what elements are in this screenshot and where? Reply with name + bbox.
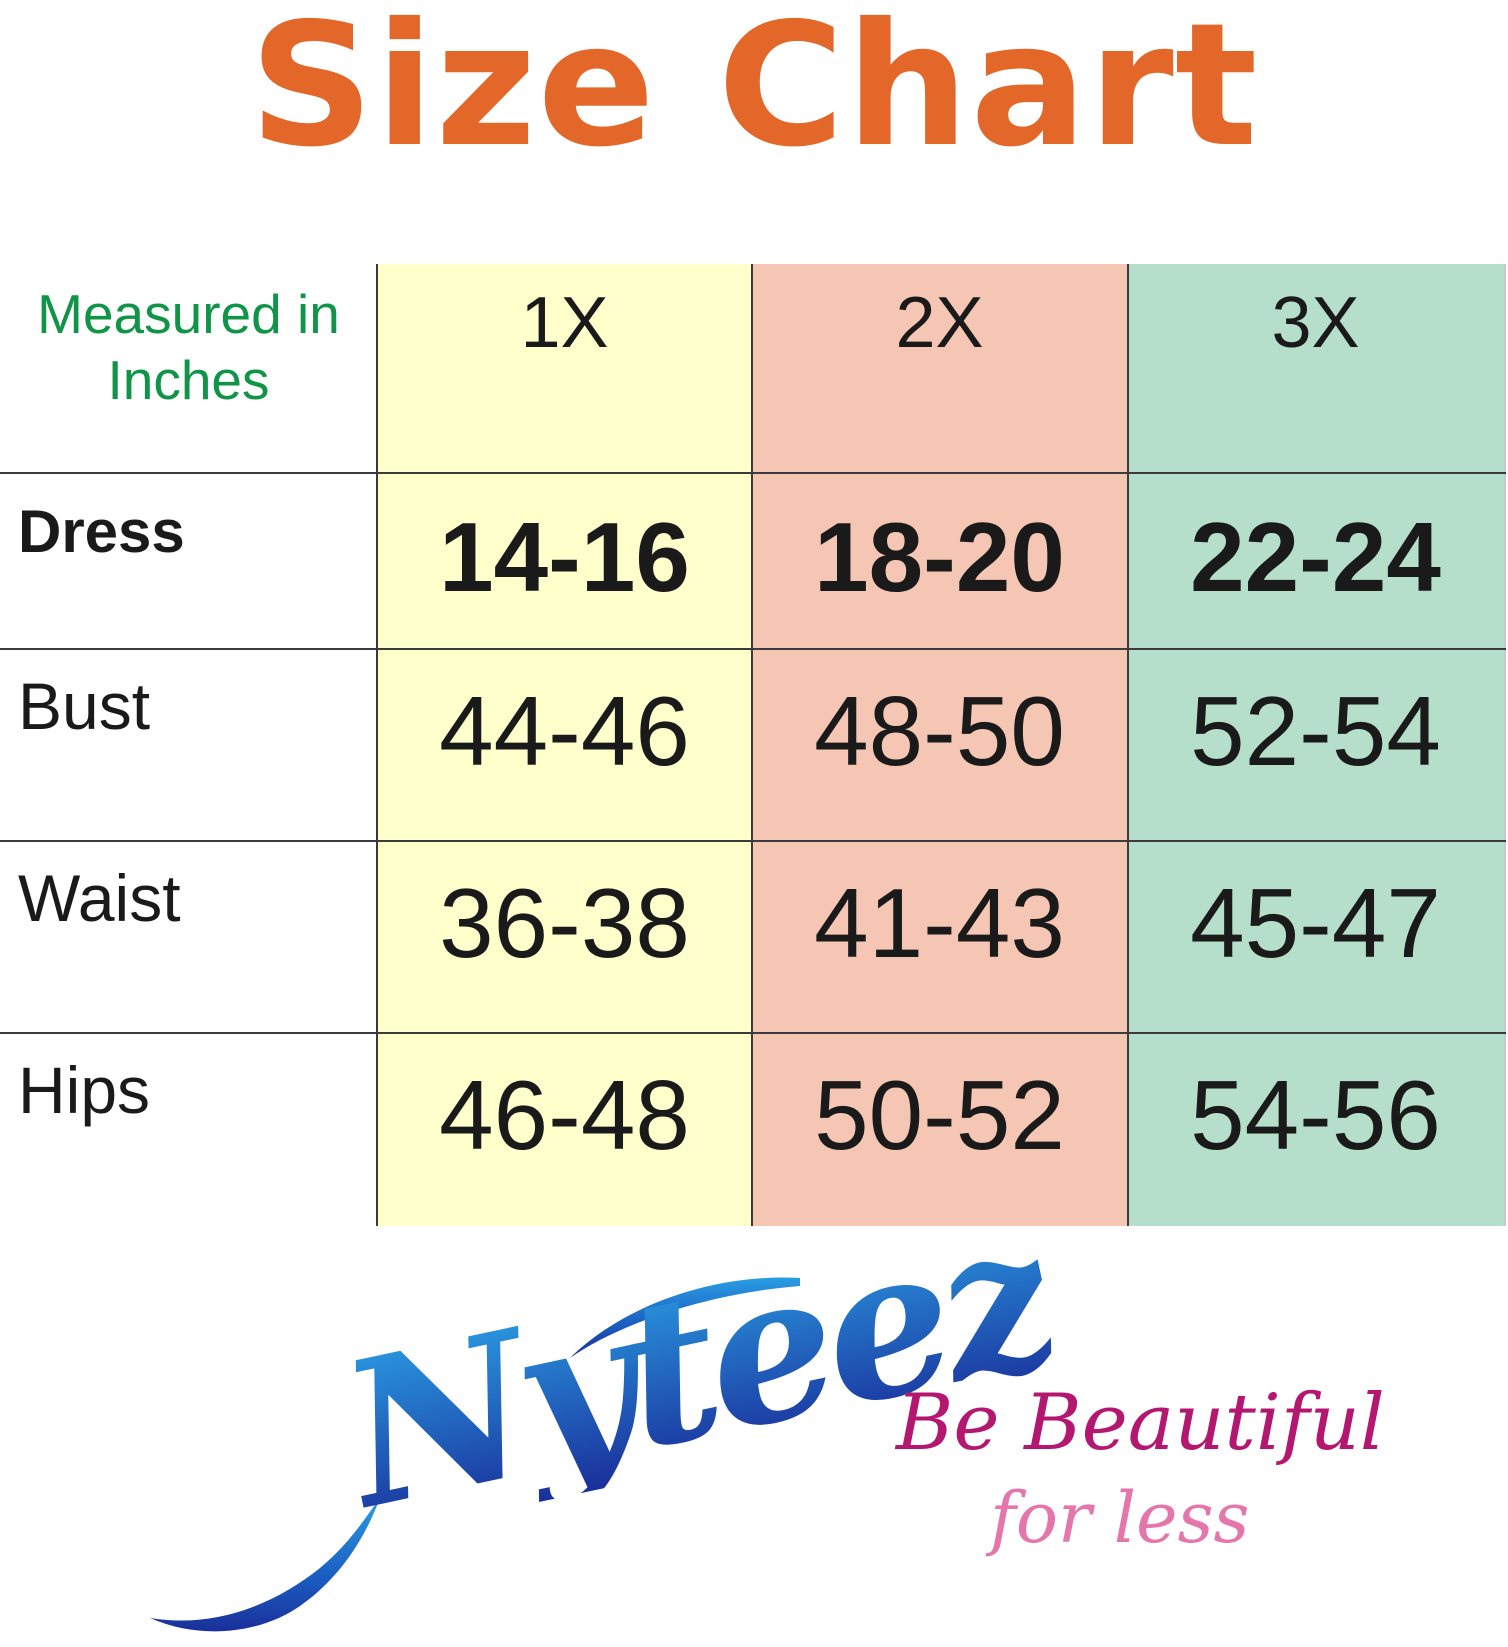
row-label-waist: Waist: [18, 861, 181, 935]
waist-1x-value: 36-38: [439, 868, 690, 978]
dress-2x-value: 18-20: [814, 502, 1065, 612]
column-1x-background: [377, 264, 752, 1226]
waist-2x-value: 41-43: [814, 868, 1065, 978]
grid-line-horizontal: [0, 840, 1506, 842]
dress-1x-value: 14-16: [439, 502, 690, 612]
size-header-2x: 2X: [895, 283, 984, 363]
page-title-text: Size Chart: [249, 0, 1259, 185]
brand-swoosh-icon: [150, 1277, 800, 1632]
waist-3x-value: 45-47: [1190, 868, 1441, 978]
hips-3x-value: 54-56: [1190, 1060, 1441, 1170]
size-header-3x: 3X: [1271, 283, 1360, 363]
grid-line-vertical: [751, 264, 753, 1226]
column-3x-background: [1128, 264, 1504, 1226]
grid-line-horizontal: [0, 648, 1506, 650]
row-label-dress: Dress: [18, 498, 185, 565]
page-title: Size Chart: [0, 0, 1508, 176]
brand-tagline-primary: Be Beautiful: [896, 1378, 1385, 1468]
grid-line-horizontal: [0, 472, 1506, 474]
size-table: Measured in Inches 1X 2X 3X Dress 14-16 …: [0, 264, 1508, 1226]
grid-line-horizontal: [0, 1032, 1506, 1034]
bust-1x-value: 44-46: [439, 676, 690, 786]
hips-2x-value: 50-52: [814, 1060, 1065, 1170]
grid-line-vertical: [1127, 264, 1129, 1226]
grid-line-vertical: [376, 264, 378, 1226]
bust-2x-value: 48-50: [814, 676, 1065, 786]
row-label-hips: Hips: [18, 1053, 151, 1127]
brand-tagline-secondary: for less: [990, 1477, 1250, 1559]
hips-1x-value: 46-48: [439, 1060, 690, 1170]
row-label-bust: Bust: [18, 669, 151, 743]
brand-logo: Nyteez: [150, 1177, 1069, 1638]
measurement-unit-label: Measured in Inches: [37, 283, 340, 411]
size-header-1x: 1X: [520, 283, 609, 363]
grid-line-vertical: [1504, 264, 1506, 1226]
column-2x-background: [752, 264, 1128, 1226]
bust-3x-value: 52-54: [1190, 676, 1441, 786]
dress-3x-value: 22-24: [1190, 502, 1441, 612]
